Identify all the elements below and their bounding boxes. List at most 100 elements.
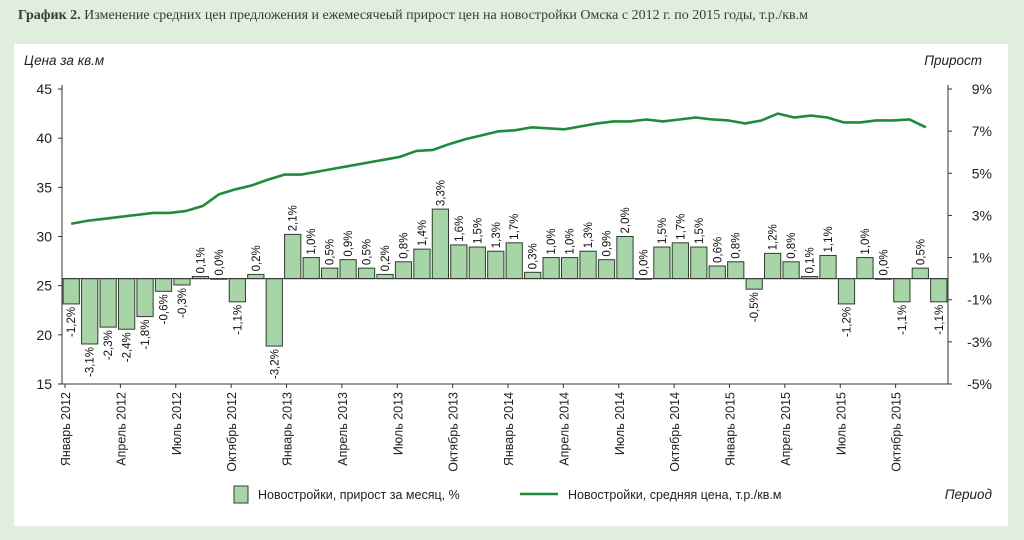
bar-value-label-36: 0,8% — [731, 233, 743, 259]
x-tick-label-36: Январь 2015 — [724, 392, 738, 466]
bar-9 — [228, 278, 246, 303]
x-tick-label-30: Июль 2014 — [613, 392, 627, 455]
bar-29 — [597, 259, 616, 280]
bar-value-label-7: 0,1% — [195, 247, 207, 273]
bar-4 — [136, 278, 154, 318]
x-axis-title: Период — [945, 487, 993, 502]
bar-value-label-23: 1,3% — [491, 222, 503, 248]
bar-46 — [911, 267, 929, 280]
left-tick-label-35: 35 — [36, 179, 52, 195]
bar-13 — [302, 257, 320, 280]
right-tick-label-7: 9% — [972, 81, 992, 97]
bar-38 — [764, 252, 782, 280]
left-tick-label-45: 45 — [36, 81, 52, 97]
bar-33 — [671, 242, 689, 280]
left-tick-label-40: 40 — [36, 130, 52, 146]
bar-2 — [99, 278, 117, 328]
bar-43 — [856, 257, 874, 280]
bar-value-label-44: 0,0% — [878, 249, 890, 275]
bar-15 — [339, 259, 357, 280]
bar-value-label-41: 1,1% — [823, 226, 835, 252]
chart-title-prefix: График 2. — [18, 8, 81, 23]
bar-value-label-8: 0,0% — [214, 249, 226, 275]
bar-value-label-33: 1,7% — [675, 214, 687, 240]
x-tick-label-33: Октябрь 2014 — [668, 392, 682, 472]
bar-value-label-0: -1,2% — [66, 307, 78, 337]
bar-value-label-37: -0,5% — [749, 292, 761, 322]
bar-value-label-42: -1,2% — [841, 307, 853, 337]
bar-26 — [542, 257, 560, 280]
right-tick-label-4: 3% — [972, 207, 992, 223]
bar-value-label-34: 1,5% — [694, 218, 706, 244]
bar-25 — [524, 271, 542, 280]
bar-34 — [690, 246, 708, 280]
bar-value-label-4: -1,8% — [140, 320, 152, 350]
bar-value-label-18: 0,8% — [398, 233, 410, 259]
bar-6 — [173, 278, 191, 286]
bar-3 — [117, 278, 136, 330]
bar-36 — [727, 261, 745, 280]
bar-value-label-12: 2,1% — [288, 205, 300, 231]
bar-value-label-14: 0,5% — [325, 239, 337, 265]
bar-value-label-47: -1,1% — [934, 305, 946, 335]
bar-16 — [357, 267, 376, 280]
bar-11 — [265, 278, 283, 347]
left-tick-label-20: 20 — [36, 327, 52, 343]
price-line-layer — [71, 112, 927, 225]
bar-value-label-31: 0,0% — [638, 249, 650, 275]
left-tick-label-30: 30 — [36, 229, 52, 245]
bar-24 — [505, 242, 523, 280]
bar-21 — [450, 244, 468, 280]
legend-bar-label: Новостройки, прирост за месяц, % — [258, 488, 460, 502]
right-tick-label-6: 7% — [972, 123, 992, 139]
bar-19 — [413, 248, 431, 280]
bar-value-label-3: -2,4% — [122, 332, 134, 362]
bar-value-label-15: 0,9% — [343, 230, 355, 256]
bar-32 — [653, 246, 671, 280]
bar-value-label-5: -0,6% — [159, 294, 171, 324]
legend-line-label: Новостройки, средняя цена, т.р./кв.м — [568, 488, 781, 502]
x-tick-label-15: Апрель 2013 — [336, 392, 350, 466]
bar-value-label-45: -1,1% — [897, 305, 909, 335]
right-tick-label-5: 5% — [972, 165, 992, 181]
bar-value-label-32: 1,5% — [657, 218, 669, 244]
x-tick-label-18: Июль 2013 — [391, 392, 405, 455]
bar-12 — [284, 233, 302, 280]
bar-value-label-38: 1,2% — [768, 224, 780, 250]
bar-value-label-1: -3,1% — [85, 347, 97, 377]
bar-value-label-26: 1,0% — [546, 228, 558, 254]
bar-value-label-22: 1,5% — [472, 218, 484, 244]
right-tick-label-2: -1% — [967, 292, 992, 308]
bar-14 — [321, 267, 339, 280]
bar-47 — [930, 278, 948, 303]
right-tick-label-3: 1% — [972, 250, 992, 266]
bar-value-label-40: 0,1% — [805, 247, 817, 273]
bar-labels-layer: -1,2% -3,1% -2,3% -2,4% -1,8% -0,6% -0,3% 0,1% 0… — [66, 180, 946, 379]
legend-bar-swatch — [233, 485, 249, 504]
left-axis-title: Цена за кв.м — [24, 53, 104, 68]
x-tick-label-12: Январь 2013 — [281, 392, 295, 466]
right-axis-title: Прирост — [924, 53, 982, 68]
x-tick-label-27: Апрель 2014 — [557, 392, 571, 466]
bar-value-label-9: -1,1% — [232, 305, 244, 335]
bar-20 — [431, 208, 450, 280]
bar-value-label-25: 0,3% — [528, 243, 540, 269]
x-tick-label-3: Апрель 2012 — [114, 392, 128, 466]
bar-value-label-39: 0,8% — [786, 233, 798, 259]
price-line — [71, 112, 927, 225]
bar-value-label-11: -3,2% — [269, 349, 281, 379]
x-tick-label-6: Июль 2012 — [170, 392, 184, 455]
bar-value-label-30: 2,0% — [620, 207, 632, 233]
bar-value-label-35: 0,6% — [712, 237, 724, 263]
bar-value-label-16: 0,5% — [362, 239, 374, 265]
x-tick-label-39: Апрель 2015 — [779, 392, 793, 466]
bar-value-label-19: 1,4% — [417, 220, 429, 246]
bar-value-label-29: 0,9% — [602, 230, 614, 256]
legend-layer: Новостройки, прирост за месяц, % Новостро… — [233, 485, 781, 504]
bar-value-label-10: 0,2% — [251, 245, 263, 271]
bar-value-label-13: 1,0% — [306, 228, 318, 254]
left-tick-label-25: 25 — [36, 278, 52, 294]
bar-value-label-2: -2,3% — [103, 330, 115, 360]
bar-39 — [782, 261, 800, 280]
bar-28 — [579, 250, 597, 280]
